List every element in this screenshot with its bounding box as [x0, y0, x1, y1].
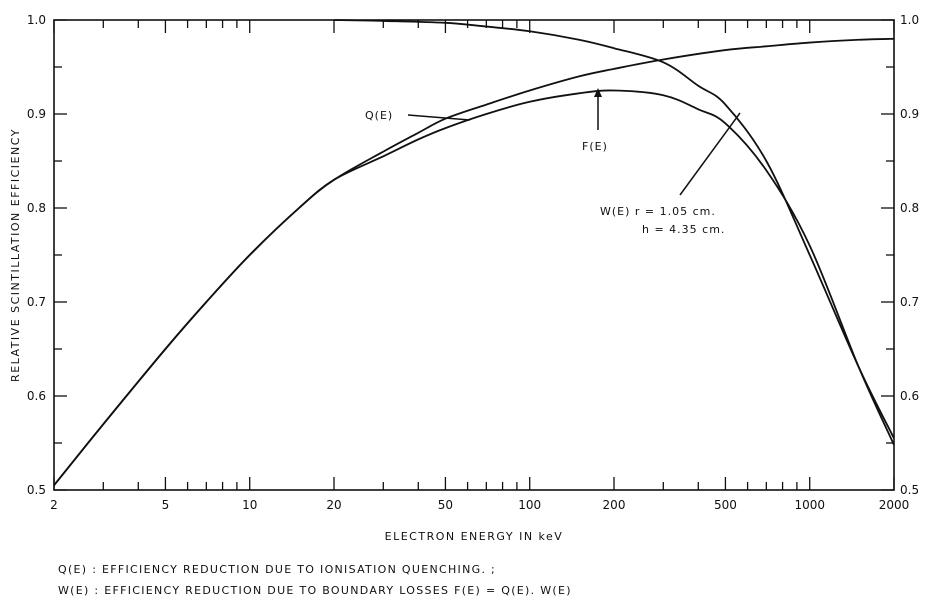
- series-f-line: [53, 89, 895, 486]
- y-axis-title: RELATIVE SCINTILLATION EFFICIENCY: [9, 128, 22, 382]
- y-axis-left-tick-labels: 0.5 0.6 0.7 0.8 0.9 1.0: [27, 13, 46, 497]
- y-tick-label-right: 0.7: [900, 295, 919, 309]
- q-leader-line: [407, 114, 471, 121]
- x-axis-tick-labels: 2 5 10 20 50 100 200 500 1000 2000: [50, 498, 909, 512]
- x-tick-label: 20: [326, 498, 341, 512]
- caption-q: Q(E) : EFFICIENCY REDUCTION DUE TO IONIS…: [58, 563, 497, 576]
- y-tick-label-right: 0.6: [900, 389, 919, 403]
- y-tick-label-right: 1.0: [900, 13, 919, 27]
- chart: 2 5 10 20 50 100 200 500 1000 2000 0.50.60.70.80.…: [9, 13, 919, 543]
- series-group: [53, 19, 895, 486]
- x-tick-label: 1000: [794, 498, 825, 512]
- y-tick-label-left: 0.6: [27, 389, 46, 403]
- plot-frame: [53, 19, 895, 491]
- series-w-line: [333, 19, 895, 439]
- caption-w: W(E) : EFFICIENCY REDUCTION DUE TO BOUND…: [58, 584, 572, 597]
- x-tick-label: 200: [603, 498, 626, 512]
- axis-ticks: [53, 19, 895, 491]
- y-tick-label-right: 0.9: [900, 107, 919, 121]
- f-arrow-head: [594, 88, 602, 97]
- annotation-w-line1: W(E) r = 1.05 cm.: [600, 205, 716, 218]
- annotation-w-line2: h = 4.35 cm.: [642, 223, 725, 236]
- y-axis-right-tick-labels: 0.5 0.6 0.7 0.8 0.9 1.0: [900, 13, 919, 497]
- y-tick-label-left: 0.9: [27, 107, 46, 121]
- annotation-f: F(E): [582, 140, 608, 153]
- x-tick-label: 500: [714, 498, 737, 512]
- x-tick-label: 5: [162, 498, 170, 512]
- y-tick-label-left: 0.8: [27, 201, 46, 215]
- y-tick-label-right: 0.5: [900, 483, 919, 497]
- x-tick-label: 2: [50, 498, 58, 512]
- y-tick-label-left: 1.0: [27, 13, 46, 27]
- x-tick-label: 100: [518, 498, 541, 512]
- annotation-q: Q(E): [365, 109, 393, 122]
- w-leader-line: [679, 112, 741, 196]
- y-tick-label-right: 0.8: [900, 201, 919, 215]
- x-tick-label: 2000: [879, 498, 910, 512]
- y-tick-label-left: 0.7: [27, 295, 46, 309]
- y-tick-label-left: 0.5: [27, 483, 46, 497]
- x-tick-label: 10: [242, 498, 257, 512]
- annotation-leaders: [407, 88, 741, 196]
- x-axis-title: ELECTRON ENERGY IN keV: [385, 530, 564, 543]
- series-q-line: [53, 37, 895, 486]
- x-tick-label: 50: [438, 498, 453, 512]
